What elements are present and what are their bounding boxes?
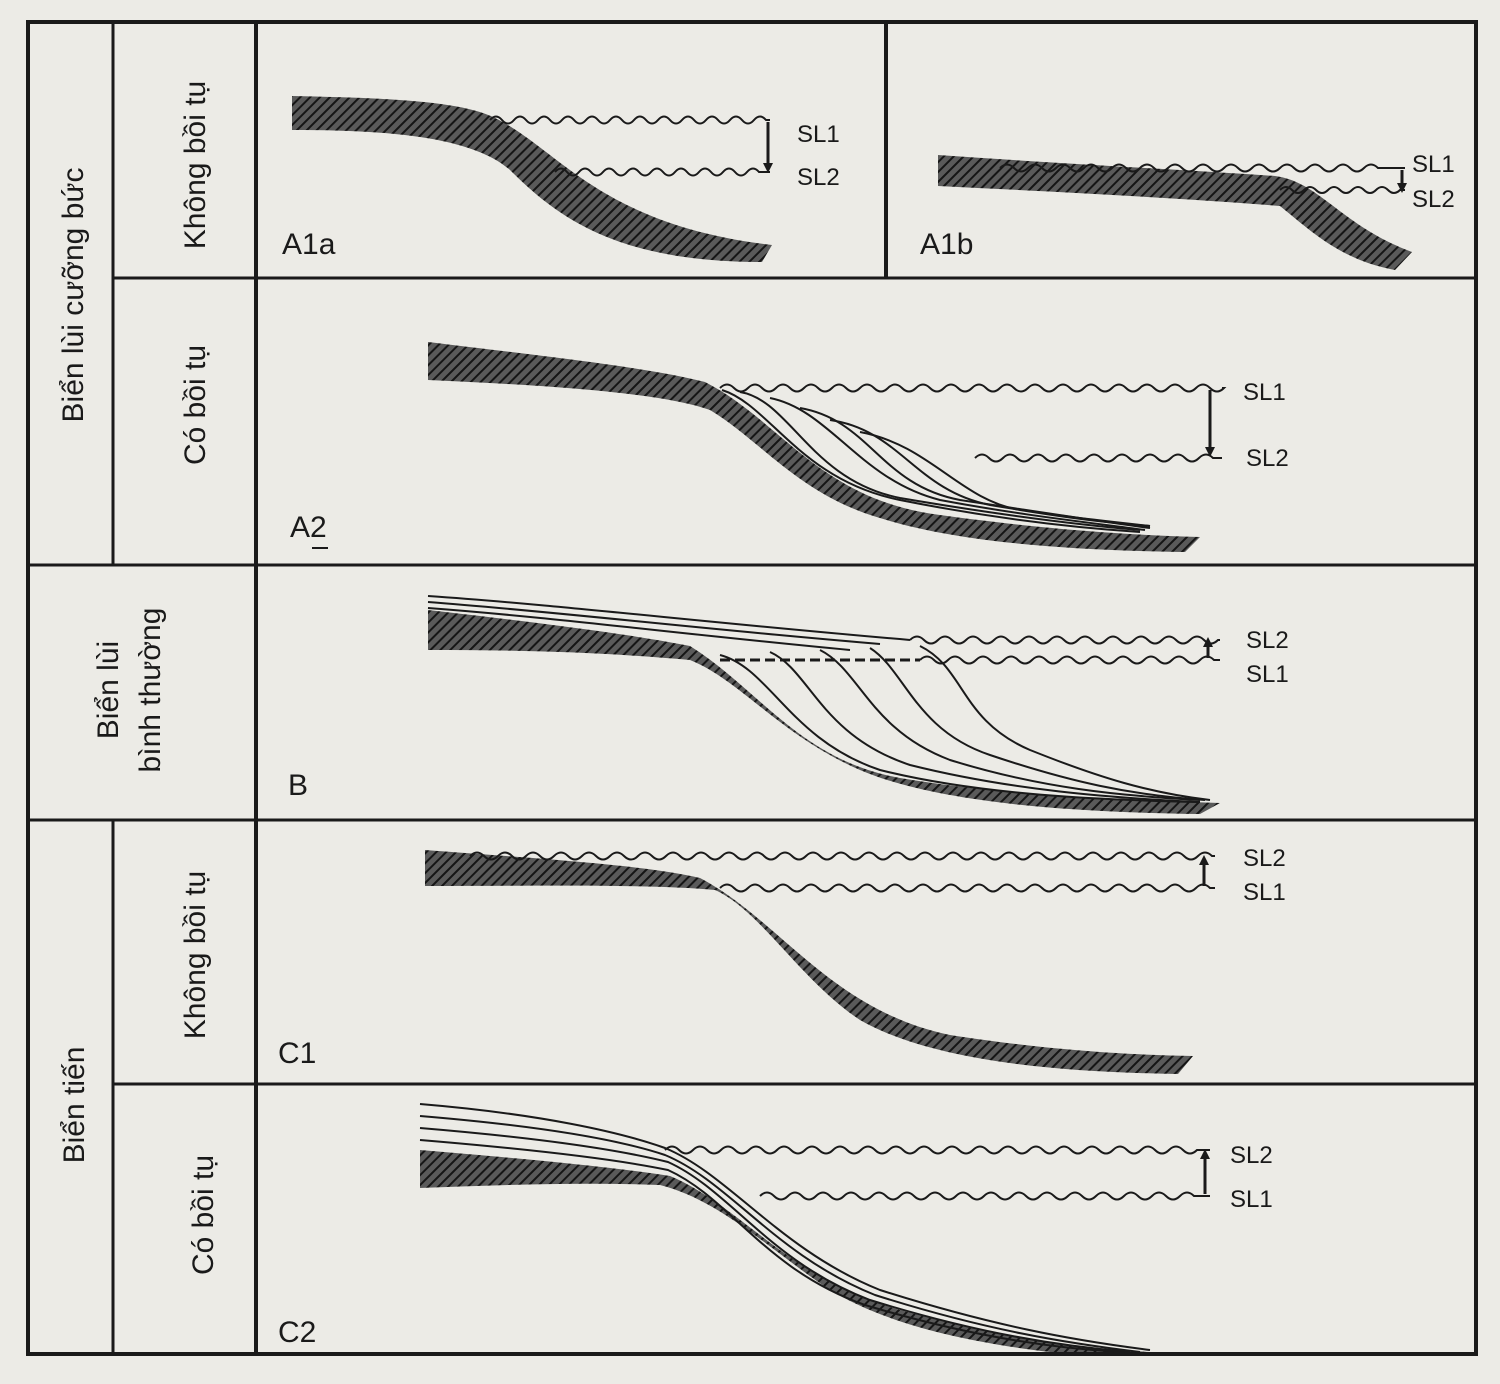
retrogradational-layers xyxy=(419,1103,1151,1353)
sediment-body xyxy=(420,1150,1150,1352)
topset-line xyxy=(427,595,911,641)
layer-line xyxy=(419,1127,1131,1353)
sea-level-label-upper: SL2 xyxy=(1243,845,1286,872)
panel-label: A2 xyxy=(290,511,327,544)
layer-line xyxy=(419,1115,1141,1353)
sea-level-label-upper: SL1 xyxy=(797,121,840,148)
sediment-body xyxy=(938,155,1412,270)
layer-line xyxy=(419,1139,1121,1353)
sea-level-label-upper: SL1 xyxy=(1412,151,1455,178)
sublabel-c2-with-sediment: Có bồi tụ xyxy=(187,1155,220,1275)
sea-level-line-upper xyxy=(909,635,1220,645)
clinoform-line xyxy=(919,645,1211,801)
sea-level-line-upper xyxy=(469,851,1215,861)
clinoform-line xyxy=(869,647,1206,801)
outer-border xyxy=(26,20,1478,1356)
group-label-normal-regression-line2: bình thường xyxy=(134,608,167,773)
topset-line xyxy=(427,601,881,645)
sea-level-label-lower: SL1 xyxy=(1230,1186,1273,1213)
sublabel-a1-no-sediment: Không bồi tụ xyxy=(179,81,212,249)
sea-level-line-lower xyxy=(719,883,1215,893)
clinoform-line xyxy=(719,654,1201,803)
panel-c2: SL2 SL1 C2 xyxy=(278,1103,1273,1353)
sublabel-a2-with-sediment: Có bồi tụ xyxy=(179,345,212,465)
panel-c1: SL2 SL1 C1 xyxy=(278,845,1286,1074)
sea-level-label-upper: SL2 xyxy=(1246,627,1289,654)
sea-level-line-upper xyxy=(719,383,1227,393)
panel-label: A1b xyxy=(920,228,973,261)
sublabel-c1-no-sediment: Không bồi tụ xyxy=(179,871,212,1039)
panel-a2: SL1 SL2 A2 xyxy=(290,342,1289,552)
progradational-clinoforms xyxy=(719,645,1211,803)
clinoform-line xyxy=(819,649,1201,801)
sediment-body xyxy=(428,610,1220,814)
sea-level-line-lower xyxy=(1279,186,1405,194)
sea-level-line-upper xyxy=(489,115,770,125)
panel-label: C2 xyxy=(278,1316,316,1349)
offlap-clinoforms xyxy=(721,389,1151,533)
clinoform-line xyxy=(859,431,1151,527)
sea-level-line-lower xyxy=(974,453,1222,463)
sediment-body xyxy=(292,96,772,262)
topset-line xyxy=(427,607,851,651)
layer-line xyxy=(419,1103,1151,1351)
sea-level-label-lower: SL1 xyxy=(1246,661,1289,688)
sea-level-label-lower: SL2 xyxy=(797,164,840,191)
sea-level-line-upper xyxy=(664,1145,1210,1155)
panel-a1b: SL1 SL2 A1b xyxy=(920,151,1455,270)
group-label-normal-regression-line1: Biển lùi xyxy=(92,641,125,739)
sediment-body xyxy=(428,342,1200,552)
sea-level-line-upper xyxy=(999,163,1405,173)
clinoform-line xyxy=(769,397,1146,531)
panel-a1a: SL1 SL2 A1a xyxy=(282,96,840,262)
sea-level-label-upper: SL1 xyxy=(1243,379,1286,406)
sea-level-line-lower xyxy=(759,1191,1210,1201)
aggradational-topsets xyxy=(427,595,911,651)
sediment-body xyxy=(425,850,1193,1074)
sea-level-label-lower: SL2 xyxy=(1246,445,1289,472)
sea-level-label-lower: SL1 xyxy=(1243,879,1286,906)
sea-level-line-lower xyxy=(554,167,770,177)
clinoform-line xyxy=(739,391,1141,531)
sea-level-line-lower xyxy=(919,655,1220,665)
group-label-forced-regression: Biển lùi cưỡng bức xyxy=(57,168,90,423)
group-label-transgression: Biển tiến xyxy=(58,1047,91,1164)
sea-level-label-upper: SL2 xyxy=(1230,1142,1273,1169)
panel-label: B xyxy=(288,769,308,802)
panel-b: SL2 SL1 B xyxy=(288,595,1289,814)
panel-label: C1 xyxy=(278,1037,316,1070)
panel-label: A1a xyxy=(282,228,336,261)
table-frame xyxy=(26,20,1478,1356)
clinoform-line xyxy=(721,389,1141,533)
sea-level-label-lower: SL2 xyxy=(1412,186,1455,213)
clinoform-line xyxy=(769,651,1201,803)
